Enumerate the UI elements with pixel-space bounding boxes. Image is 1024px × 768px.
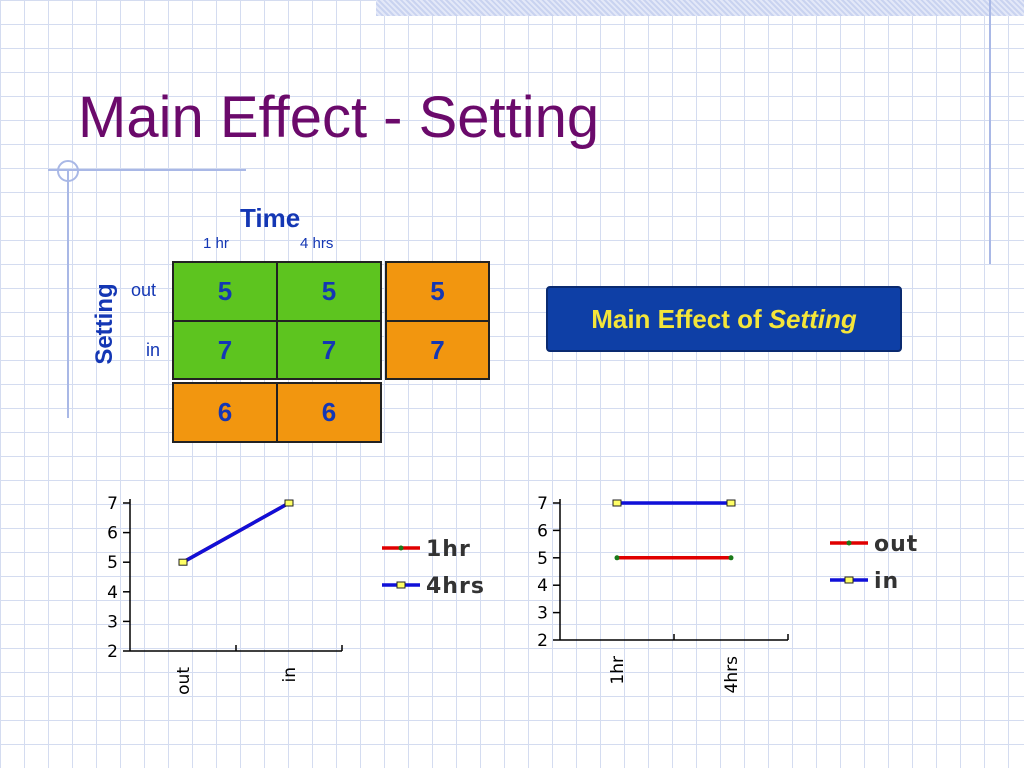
row-mean-out: 5 (385, 261, 490, 322)
legend-marker-out (846, 540, 852, 546)
data-point-4hrs (178, 558, 188, 566)
cell-out-4hrs: 5 (276, 261, 382, 322)
legend-marker-in (844, 576, 854, 584)
column-mean-1hr: 6 (172, 382, 278, 443)
y-tick-label: 3 (107, 612, 118, 632)
series-line-4hrs (182, 501, 290, 564)
column-mean-4hrs: 6 (276, 382, 382, 443)
y-tick-label: 2 (107, 642, 118, 662)
cell-out-1hr: 5 (172, 261, 278, 322)
x-tick-label: out (174, 667, 194, 695)
chart-time-on-x: 2 3 4 5 6 7 1hr 4hrs out in (537, 494, 918, 694)
crosshair-decoration (57, 160, 79, 182)
main-effect-callout: Main Effect of Setting (546, 286, 902, 352)
legend-marker-4hrs (396, 581, 406, 589)
data-point-4hrs (284, 499, 294, 507)
legend-label-in: in (874, 569, 899, 594)
y-tick-label: 7 (537, 494, 548, 514)
y-tick-label: 5 (537, 549, 548, 569)
data-point-in (612, 499, 622, 507)
slide-title: Main Effect - Setting (78, 85, 600, 150)
column-label-1hr: 1 hr (203, 235, 229, 252)
legend-marker-1hr (398, 545, 404, 551)
y-tick-label: 3 (537, 604, 548, 624)
legend-label-1hr: 1hr (426, 537, 471, 562)
left-decorative-line (67, 170, 69, 418)
data-point-out (614, 555, 620, 561)
chart-setting-on-x: 2 3 4 5 6 7 out in 1hr 4hrs (107, 494, 485, 695)
data-point-in (726, 499, 736, 507)
y-tick-label: 5 (107, 553, 118, 573)
right-decorative-line (989, 0, 991, 264)
row-mean-in: 7 (385, 320, 490, 380)
cell-in-1hr: 7 (172, 320, 278, 380)
column-label-4hrs: 4 hrs (300, 235, 334, 252)
y-tick-label: 4 (107, 583, 118, 603)
callout-prefix: Main Effect of (591, 303, 762, 334)
legend-label-4hrs: 4hrs (426, 574, 485, 599)
x-tick-label: 1hr (608, 656, 628, 685)
y-tick-label: 4 (537, 576, 548, 596)
y-tick-label: 6 (107, 524, 118, 544)
y-tick-label: 6 (537, 521, 548, 541)
setting-header: Setting (91, 283, 118, 365)
y-tick-label: 7 (107, 494, 118, 514)
cell-in-4hrs: 7 (276, 320, 382, 380)
row-label-out: out (131, 280, 157, 300)
title-underline (48, 169, 246, 171)
x-tick-label: 4hrs (722, 656, 742, 694)
callout-emphasis: Setting (768, 303, 857, 334)
top-decorative-band (376, 0, 1024, 16)
data-point-out (728, 555, 734, 561)
time-header: Time (240, 203, 301, 233)
row-label-in: in (146, 340, 161, 360)
legend-label-out: out (874, 532, 918, 557)
y-tick-label: 2 (537, 631, 548, 651)
x-tick-label: in (280, 667, 300, 683)
